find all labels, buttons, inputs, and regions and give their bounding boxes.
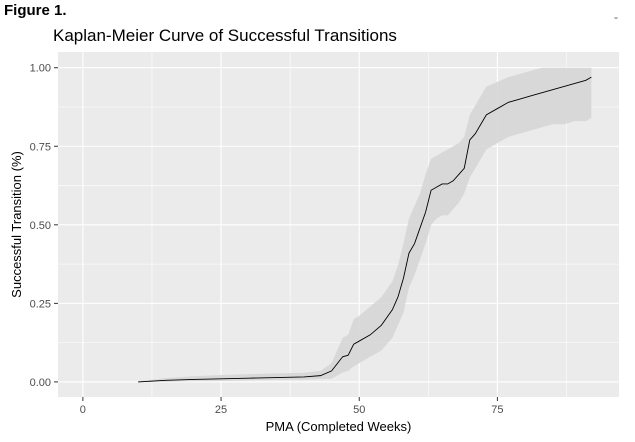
km-curve-line bbox=[138, 76, 592, 383]
x-axis-title: PMA (Completed Weeks) bbox=[266, 419, 412, 434]
x-tick-label: 0 bbox=[80, 404, 86, 416]
chart-title: Kaplan-Meier Curve of Successful Transit… bbox=[53, 26, 397, 45]
y-tick-label: 1.00 bbox=[30, 63, 51, 75]
y-tick-label: 0.00 bbox=[30, 377, 51, 389]
y-tick-label: 0.25 bbox=[30, 298, 51, 310]
x-tick-label: 50 bbox=[353, 404, 365, 416]
x-tick-label: 25 bbox=[215, 404, 227, 416]
x-tick-label: 75 bbox=[491, 404, 503, 416]
y-tick-label: 0.75 bbox=[30, 141, 51, 153]
y-axis-title: Successful Transition (%) bbox=[9, 151, 24, 298]
confidence-band bbox=[138, 67, 592, 382]
corner-mark: - bbox=[614, 10, 618, 24]
y-tick-label: 0.50 bbox=[30, 220, 51, 232]
figure-label: Figure 1. bbox=[4, 2, 67, 19]
